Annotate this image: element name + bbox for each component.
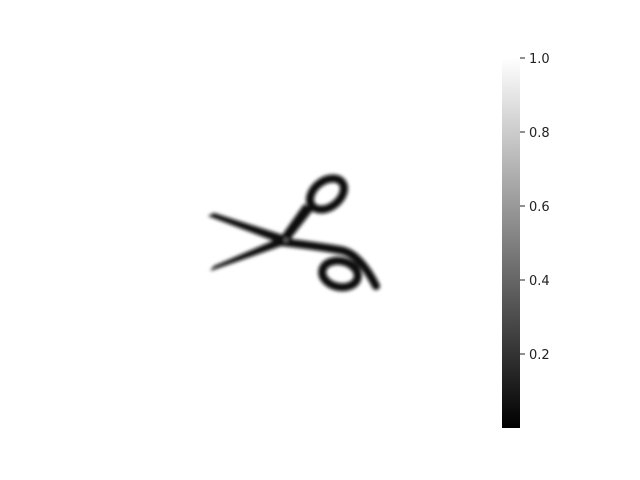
upper-handle-ring: [306, 174, 348, 214]
scissors-image: [208, 174, 380, 292]
colorbar-gradient: [502, 58, 520, 428]
colorbar-tick-label: 0.2: [529, 348, 550, 363]
colorbar-tick-label: 0.6: [529, 200, 550, 215]
lower-arm: [278, 238, 380, 290]
colorbar: 1.0 0.8 0.6 0.4 0.2: [502, 52, 550, 428]
upper-blade: [208, 213, 286, 244]
upper-arm: [280, 204, 313, 242]
lower-blade: [210, 236, 290, 271]
pivot-hole: [284, 238, 288, 242]
lower-handle-ring: [318, 256, 362, 292]
colorbar-tick-label: 0.8: [529, 126, 550, 141]
colorbar-ticks: 1.0 0.8 0.6 0.4 0.2: [520, 52, 550, 363]
colorbar-tick-label: 1.0: [529, 52, 550, 67]
heatmap-image: [80, 58, 480, 428]
colorbar-tick-label: 0.4: [529, 274, 550, 289]
